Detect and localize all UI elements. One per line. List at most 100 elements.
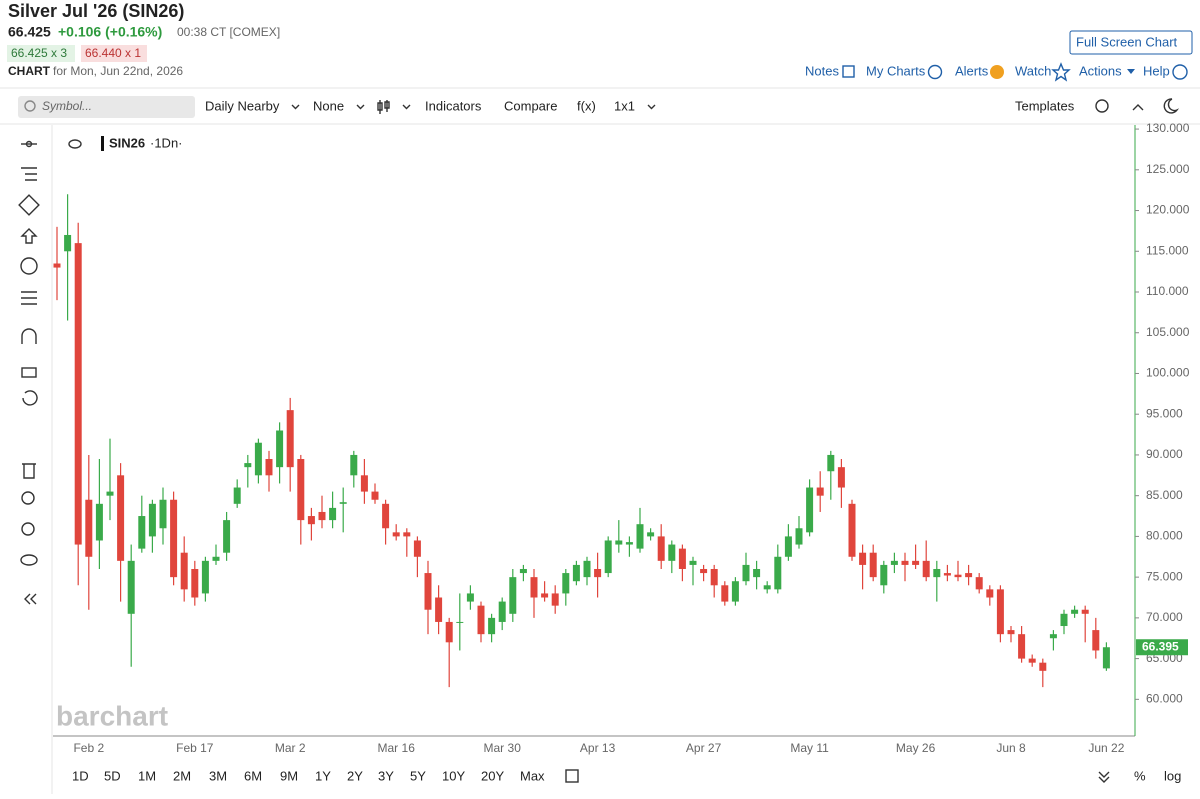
x-tick-label: Apr 27	[686, 741, 722, 755]
x-tick-label: Jun 8	[996, 741, 1026, 755]
x-tick-label: Mar 30	[484, 741, 522, 755]
symbol-input[interactable]	[18, 96, 195, 118]
range-button[interactable]: 2M	[173, 768, 191, 783]
nav-link[interactable]: Actions	[1079, 63, 1122, 78]
calendar-icon[interactable]	[565, 769, 579, 783]
y-tick-label: 95.000	[1146, 406, 1183, 420]
candle-body	[700, 568, 708, 574]
range-button[interactable]: 2Y	[347, 768, 363, 783]
nav-link[interactable]: My Charts	[866, 63, 926, 78]
y-tick-label: 90.000	[1146, 447, 1183, 461]
range-button[interactable]: 10Y	[442, 768, 465, 783]
candle-body	[859, 552, 867, 565]
y-tick-label: 125.000	[1146, 162, 1190, 176]
x-tick-label: Mar 16	[378, 741, 416, 755]
title: Silver Jul '26 (SIN26)	[8, 1, 184, 21]
range-button[interactable]: 1Y	[315, 768, 331, 783]
candle-body	[721, 585, 729, 602]
y-tick-label: 105.000	[1146, 325, 1190, 339]
candle-body	[53, 263, 61, 268]
candle-body	[392, 532, 400, 537]
candle-body	[498, 601, 506, 622]
collapse-icon[interactable]	[1132, 104, 1144, 111]
candle-body	[265, 459, 273, 476]
range-button[interactable]: 9M	[280, 768, 298, 783]
y-tick-label: 75.000	[1146, 569, 1183, 583]
eye-icon[interactable]	[68, 139, 82, 149]
full-screen-button[interactable]	[1069, 30, 1193, 55]
full-screen-label[interactable]: Full Screen Chart	[1076, 34, 1178, 49]
candle-body	[933, 568, 941, 578]
candle-body	[445, 621, 453, 643]
range-button[interactable]: 3Y	[378, 768, 394, 783]
range-button[interactable]: 20Y	[481, 768, 504, 783]
candle-body	[795, 528, 803, 545]
candle-body	[774, 556, 782, 590]
range-button[interactable]: 1M	[138, 768, 156, 783]
candle-body	[403, 532, 411, 537]
ask-box	[81, 45, 147, 62]
theme-icon[interactable]	[1163, 98, 1180, 114]
toolbar-item[interactable]: Daily Nearby	[205, 98, 280, 113]
toolbar-item[interactable]: Indicators	[425, 98, 482, 113]
candle-body	[95, 503, 103, 541]
candle-body	[307, 516, 315, 525]
help-icon	[1172, 64, 1188, 80]
range-button[interactable]: 3M	[209, 768, 227, 783]
y-tick-label: 130.000	[1146, 121, 1190, 135]
x-tick-label: Apr 13	[580, 741, 616, 755]
candle-body	[318, 511, 326, 521]
candle-body	[424, 573, 432, 610]
charts-icon	[927, 64, 943, 80]
candle-body	[1102, 647, 1110, 669]
candle-body	[191, 568, 199, 598]
candle-body	[943, 573, 951, 576]
x-tick-label: May 11	[790, 741, 829, 755]
y-tick-label: 115.000	[1146, 243, 1189, 257]
candle-body	[477, 605, 485, 635]
candle-body	[509, 577, 517, 614]
candle-body	[382, 503, 390, 529]
candle-body	[170, 499, 178, 578]
candle-body	[212, 556, 220, 561]
range-button[interactable]: 1D	[72, 768, 89, 783]
toolbar-item[interactable]: 1x1	[614, 98, 635, 113]
candle-body	[371, 491, 379, 500]
symbol-placeholder[interactable]: Symbol...	[42, 99, 92, 113]
candle-body	[562, 573, 570, 594]
range-button[interactable]: 5Y	[410, 768, 426, 783]
candle-body	[180, 552, 188, 590]
candle-body	[159, 499, 167, 529]
toolbar-item[interactable]: None	[313, 98, 344, 113]
candle-body	[837, 467, 845, 488]
candle-body	[657, 536, 665, 561]
y-tick-label: 120.000	[1146, 203, 1190, 217]
settings-icon[interactable]	[1095, 99, 1109, 113]
chevron-icon[interactable]	[1098, 771, 1110, 778]
range-button[interactable]: 6M	[244, 768, 262, 783]
candle-body	[1039, 662, 1047, 671]
scale-toggle[interactable]: log	[1164, 768, 1181, 783]
dropdown-caret	[402, 104, 411, 110]
candle-body	[827, 454, 835, 472]
candle-body	[954, 574, 962, 578]
nav-link[interactable]: Help	[1143, 63, 1170, 78]
dropdown-caret	[356, 104, 365, 110]
range-button[interactable]: 5D	[104, 768, 121, 783]
watermark: barchart	[56, 700, 168, 731]
nav-link[interactable]: Alerts	[955, 63, 989, 78]
candle-body	[816, 487, 824, 496]
toolbar-item[interactable]: Compare	[504, 98, 557, 113]
candle-body	[763, 585, 771, 590]
alert-icon	[990, 65, 1004, 79]
nav-link[interactable]: Watch	[1015, 63, 1051, 78]
x-tick-label: Feb 17	[176, 741, 214, 755]
chevron-icon[interactable]	[1098, 776, 1110, 783]
candle-body	[625, 542, 633, 545]
nav-link[interactable]: Notes	[805, 63, 839, 78]
scale-toggle[interactable]: %	[1134, 768, 1146, 783]
templates[interactable]: Templates	[1015, 98, 1075, 113]
y-tick-label: 85.000	[1146, 488, 1183, 502]
range-button[interactable]: Max	[520, 768, 545, 783]
toolbar-item[interactable]: f(x)	[577, 98, 596, 113]
